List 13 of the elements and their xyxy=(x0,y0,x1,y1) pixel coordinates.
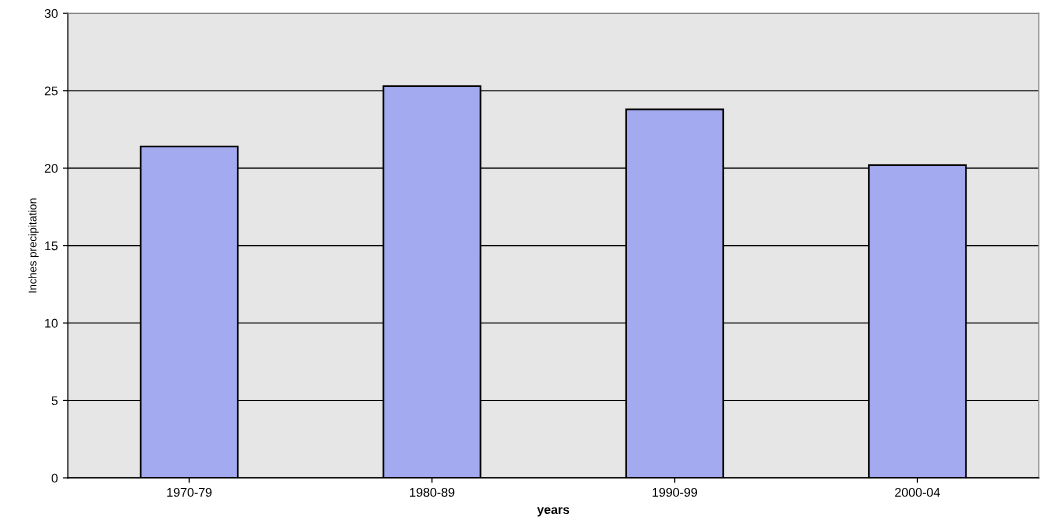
x-axis-title: years xyxy=(537,507,570,517)
y-tick-label: 5 xyxy=(51,396,58,406)
y-axis-title: Inches precipitation xyxy=(28,198,39,293)
x-tick-label: 1990-99 xyxy=(652,487,698,497)
y-tick-label: 15 xyxy=(45,241,58,251)
y-tick-label: 25 xyxy=(44,86,58,96)
x-tick-label: 1980-89 xyxy=(409,487,455,497)
y-tick-label: 30 xyxy=(44,9,58,18)
x-tick-label: 1970-79 xyxy=(167,487,212,497)
y-tick-label: 20 xyxy=(44,163,58,173)
y-tick-label: 10 xyxy=(45,318,58,328)
y-tick-label: 0 xyxy=(51,473,58,483)
x-tick-label: 2000-04 xyxy=(895,487,940,497)
